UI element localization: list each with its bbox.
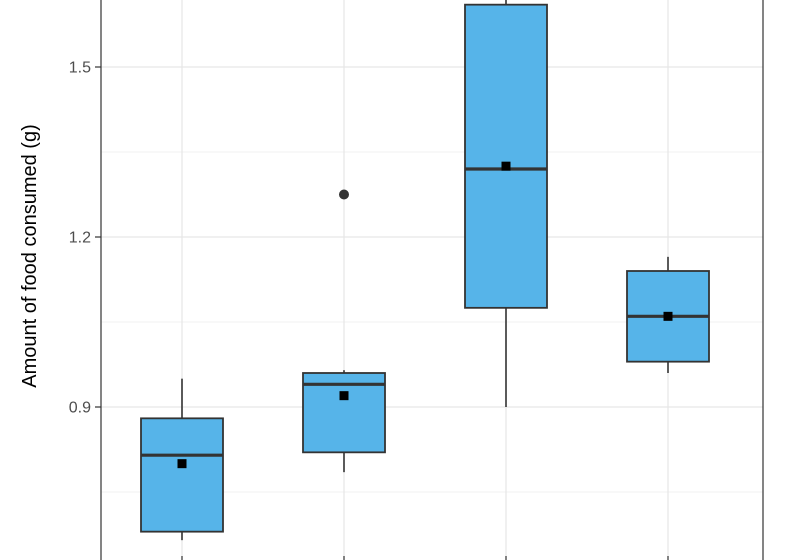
panel-border bbox=[100, 0, 764, 560]
box-group-2 bbox=[302, 189, 386, 473]
box-2 bbox=[302, 372, 386, 454]
box-group-1 bbox=[140, 378, 224, 541]
y-tick-label-0: 0.9 bbox=[69, 400, 91, 417]
mean-marker-3 bbox=[501, 161, 511, 171]
mean-marker-2 bbox=[339, 391, 349, 401]
y-tick-label-1: 1.2 bbox=[69, 230, 91, 247]
box-3 bbox=[464, 3, 548, 309]
y-tick-label-2: 1.5 bbox=[69, 60, 91, 77]
box-1 bbox=[140, 417, 224, 533]
box-group-4 bbox=[626, 256, 710, 373]
mean-marker-1 bbox=[177, 459, 187, 469]
box-group-3 bbox=[464, 0, 548, 407]
marks-layer bbox=[140, 0, 710, 541]
y-axis-label: Amount of food consumed (g) bbox=[19, 124, 41, 387]
mean-marker-4 bbox=[663, 311, 673, 321]
axis-layer: 0.9 1.2 1.5 bbox=[69, 60, 669, 560]
outlier-point-2-1 bbox=[339, 189, 349, 200]
